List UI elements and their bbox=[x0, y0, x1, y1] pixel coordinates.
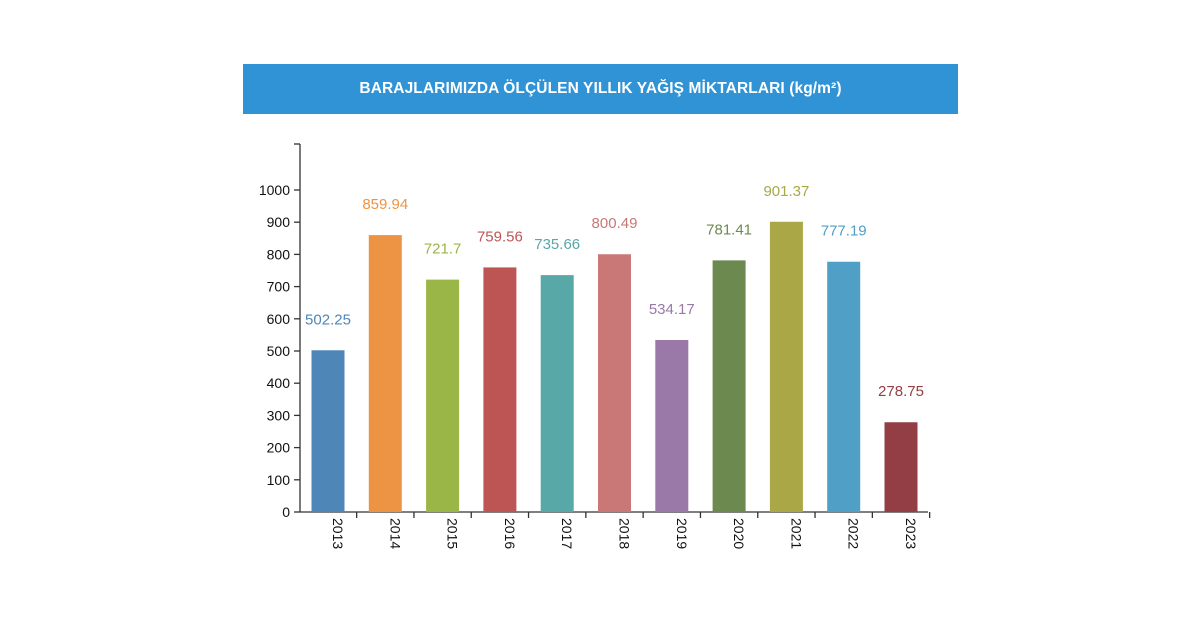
data-label-2017: 735.66 bbox=[534, 236, 580, 253]
y-tick-label: 200 bbox=[267, 440, 291, 456]
y-tick-label: 900 bbox=[267, 214, 291, 230]
y-tick-label: 100 bbox=[267, 472, 291, 488]
bar-2015 bbox=[426, 279, 460, 512]
x-tick-label-2021: 2021 bbox=[788, 518, 804, 549]
x-tick-label-2013: 2013 bbox=[330, 518, 346, 549]
data-label-2022: 777.19 bbox=[821, 223, 867, 240]
data-label-2014: 859.94 bbox=[362, 196, 408, 213]
x-tick-label-2019: 2019 bbox=[674, 518, 690, 549]
y-tick-label: 700 bbox=[267, 279, 291, 295]
bar-2020 bbox=[712, 260, 746, 512]
data-label-2020: 781.41 bbox=[706, 221, 752, 238]
data-label-2018: 800.49 bbox=[592, 215, 638, 232]
chart-card: BARAJLARIMIZDA ÖLÇÜLEN YILLIK YAĞIŞ MİKT… bbox=[243, 64, 958, 570]
x-tick-label-2020: 2020 bbox=[731, 518, 747, 549]
data-label-2016: 759.56 bbox=[477, 228, 523, 245]
bar-2016 bbox=[483, 267, 517, 512]
data-label-2023: 278.75 bbox=[878, 383, 924, 400]
bar-2023 bbox=[884, 422, 918, 512]
x-tick-label-2018: 2018 bbox=[617, 518, 633, 549]
x-tick-label-2023: 2023 bbox=[903, 518, 919, 549]
x-tick-label-2015: 2015 bbox=[445, 518, 461, 549]
x-tick-label-2016: 2016 bbox=[502, 518, 518, 549]
y-tick-label: 500 bbox=[267, 343, 291, 359]
bar-2014 bbox=[368, 235, 402, 513]
bar-2022 bbox=[827, 261, 861, 512]
y-tick-label: 300 bbox=[267, 407, 291, 423]
y-tick-label: 800 bbox=[267, 246, 291, 262]
chart-title: BARAJLARIMIZDA ÖLÇÜLEN YILLIK YAĞIŞ MİKT… bbox=[359, 80, 842, 97]
bar-2021 bbox=[769, 221, 803, 513]
data-label-2021: 901.37 bbox=[763, 183, 809, 200]
y-tick-label: 600 bbox=[267, 311, 291, 327]
data-label-2013: 502.25 bbox=[305, 311, 351, 328]
y-tick-label: 0 bbox=[282, 504, 290, 520]
bar-2013 bbox=[311, 350, 345, 512]
chart-title-bar: BARAJLARIMIZDA ÖLÇÜLEN YILLIK YAĞIŞ MİKT… bbox=[243, 64, 958, 114]
x-tick-label-2017: 2017 bbox=[559, 518, 575, 549]
bar-2018 bbox=[598, 254, 631, 512]
x-tick-label-2014: 2014 bbox=[387, 518, 403, 549]
data-label-2015: 721.7 bbox=[424, 241, 462, 258]
y-tick-label: 1000 bbox=[259, 182, 290, 198]
bar-2019 bbox=[655, 339, 689, 512]
data-label-2019: 534.17 bbox=[649, 301, 695, 318]
y-tick-label: 400 bbox=[267, 375, 291, 391]
x-tick-label-2022: 2022 bbox=[846, 518, 862, 549]
bar-2017 bbox=[540, 275, 574, 512]
bar-chart: 0 100 200 300 400 500 600 700 800 900 1000 502.25 20… bbox=[259, 143, 931, 549]
